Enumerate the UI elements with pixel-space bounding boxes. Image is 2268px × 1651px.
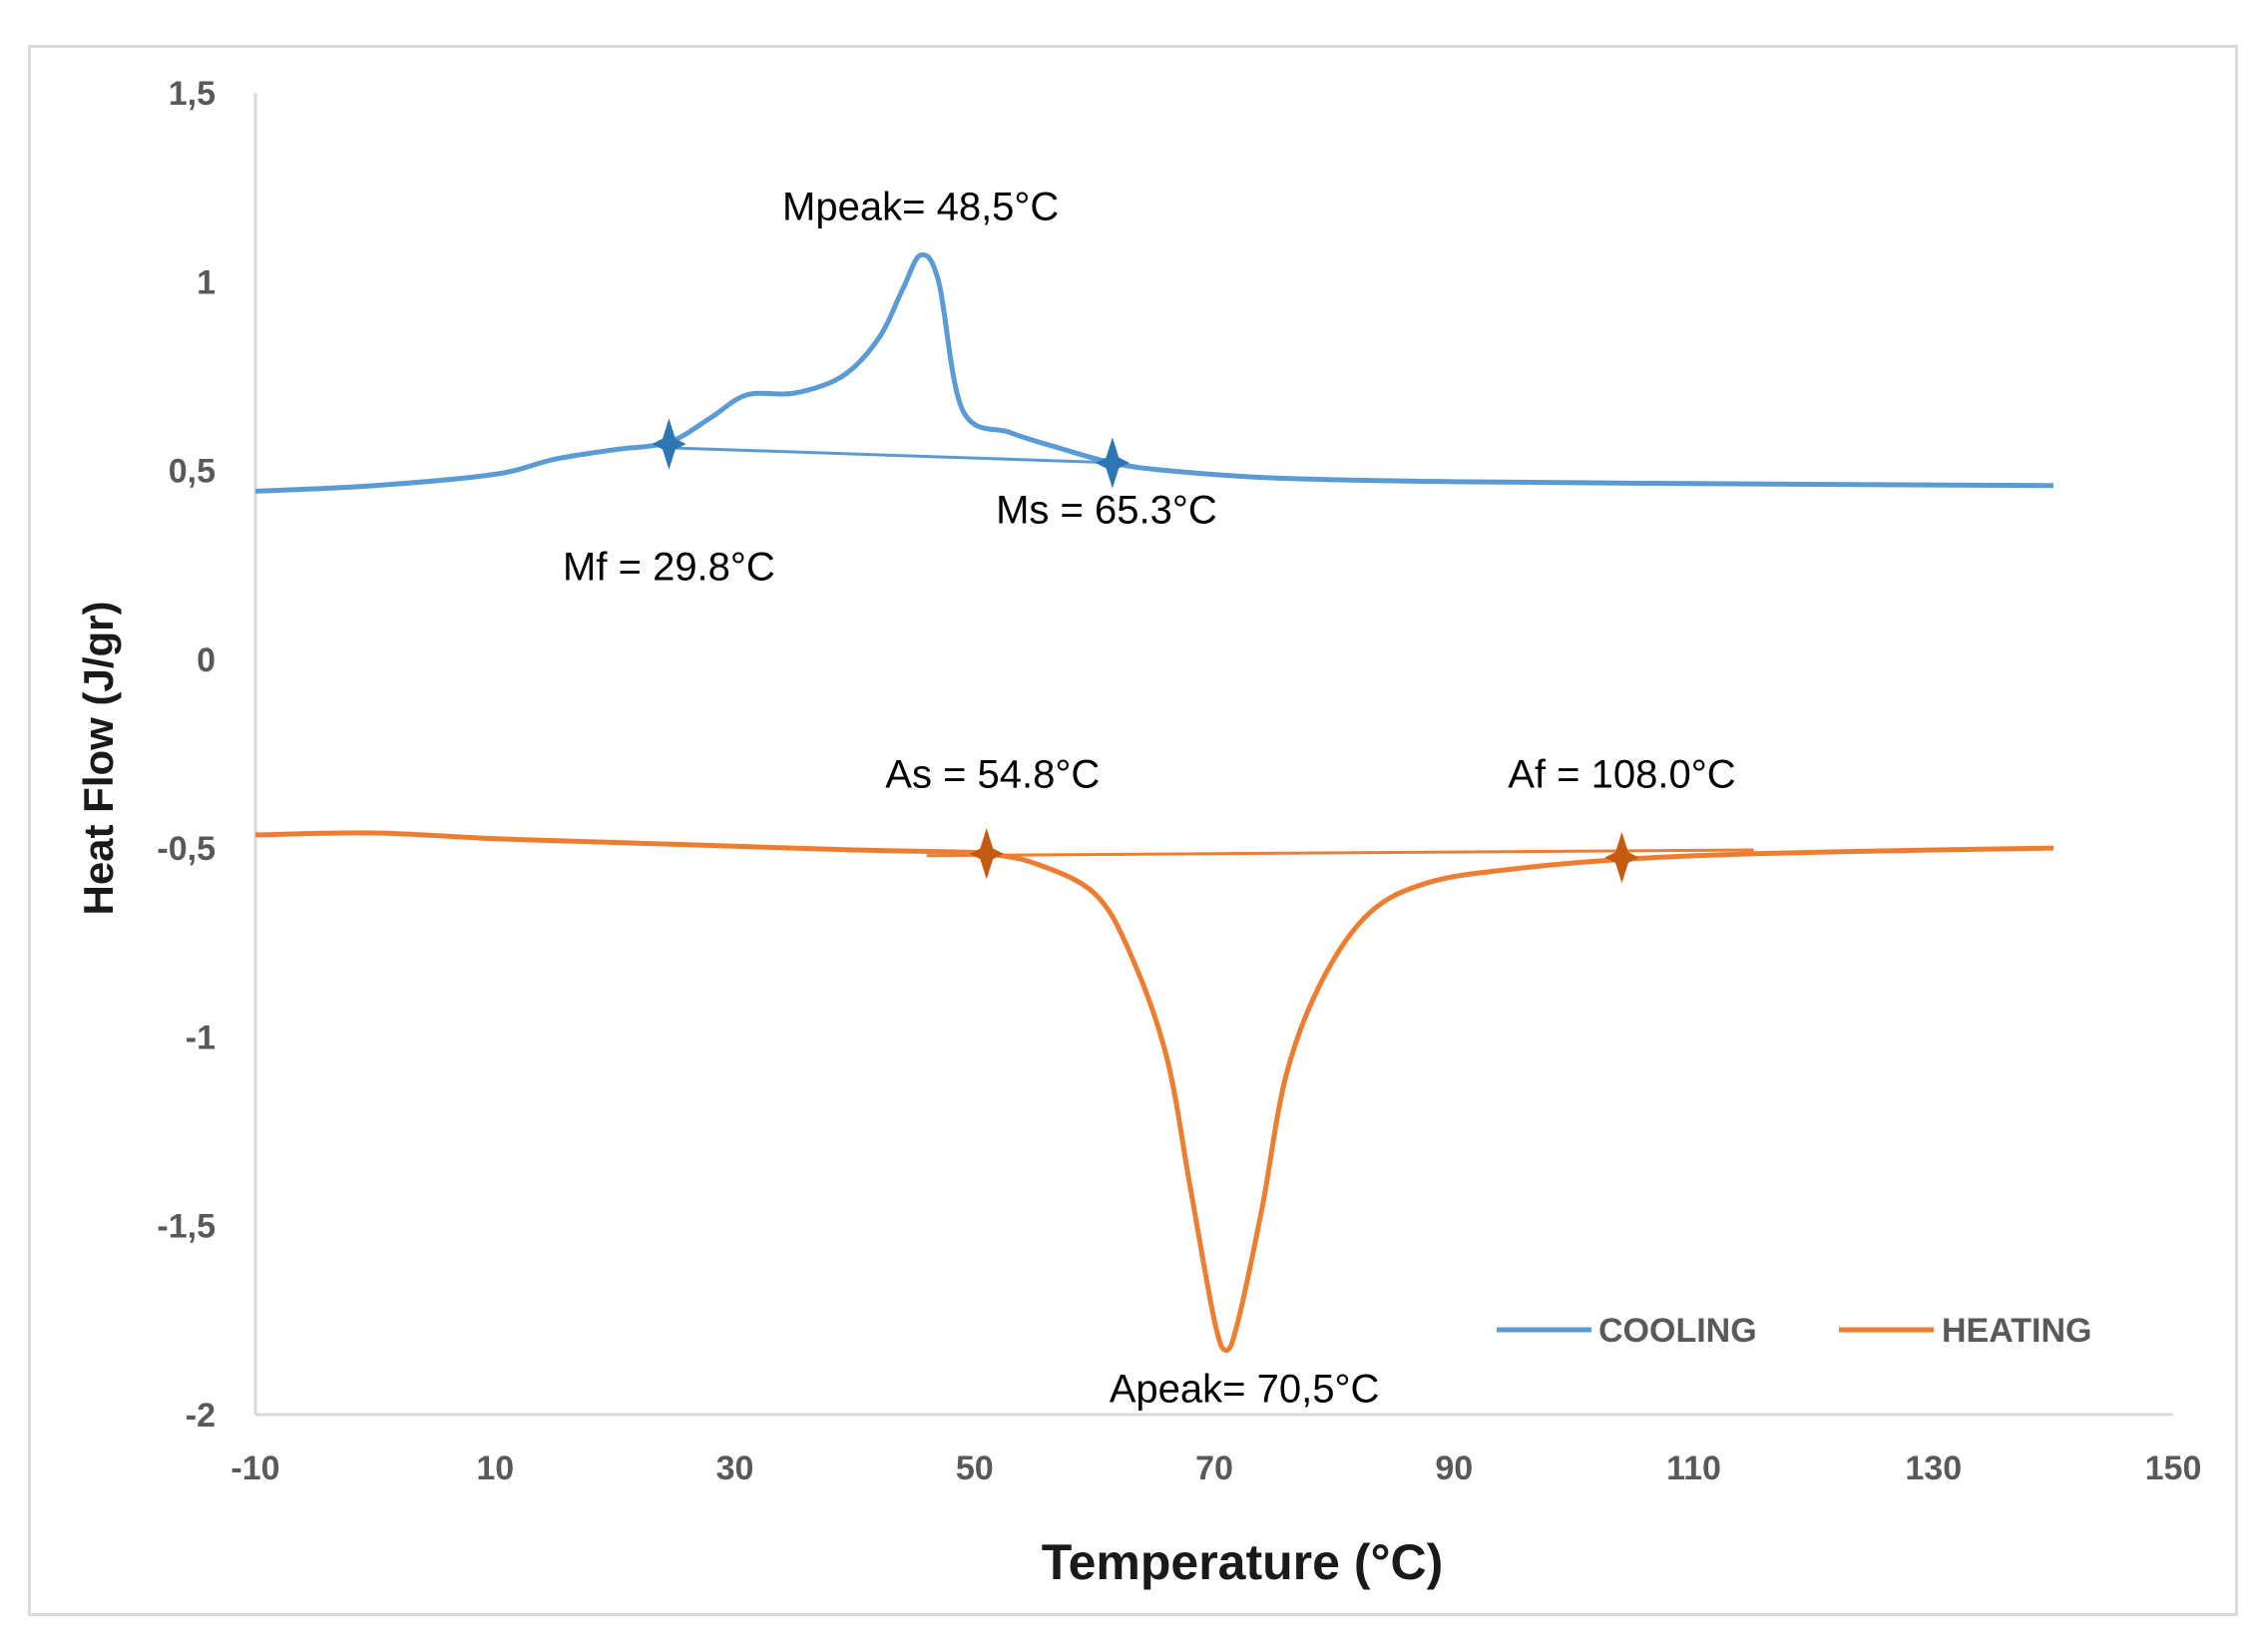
series-lines <box>254 252 2053 1354</box>
x-tick-label: 10 <box>476 1449 514 1487</box>
y-tick-label: 1 <box>197 263 216 301</box>
transition-markers: Mf = 29.8°C Ms = 65.3°C As = 54.8°C Af = 10… <box>563 418 1736 884</box>
transition-marker <box>1604 831 1639 884</box>
marker-label: Ms = 65.3°C <box>996 489 1217 533</box>
y-tick-label: 0 <box>197 641 216 679</box>
x-axis-title: Temperature (°C) <box>1042 1534 1443 1590</box>
marker-label: Mf = 29.8°C <box>563 545 775 589</box>
x-tick-label: 90 <box>1435 1449 1473 1487</box>
peak-annotation: Mpeak= 48,5°C <box>782 186 1059 229</box>
chart-frame <box>28 45 2238 1616</box>
y-tick-label: -2 <box>186 1397 216 1435</box>
legend: COOLING HEATING <box>1497 1312 2091 1350</box>
x-tick-label: 130 <box>1905 1449 1962 1487</box>
peak-annotation: Apeak= 70,5°C <box>1110 1368 1380 1412</box>
x-tick-label: 50 <box>956 1449 994 1487</box>
x-tick-label: 70 <box>1195 1449 1233 1487</box>
y-axis-title: Heat Flow (J/gr) <box>75 601 122 915</box>
annotations: Mpeak= 48,5°C Apeak= 70,5°C <box>782 186 1379 1412</box>
legend-label-cooling: COOLING <box>1598 1312 1757 1350</box>
marker-label: As = 54.8°C <box>885 753 1100 797</box>
y-axis-ticks: 1,5 1 0,5 0 -0,5 -1 -1,5 -2 <box>157 75 216 1435</box>
transition-marker <box>969 828 1004 880</box>
y-tick-label: -0,5 <box>157 830 216 868</box>
y-tick-label: 0,5 <box>169 453 216 491</box>
transition-marker <box>1095 437 1131 489</box>
series-line-cooling <box>254 252 2053 494</box>
x-tick-label: -10 <box>230 1449 279 1487</box>
y-tick-label: -1,5 <box>157 1208 216 1246</box>
legend-label-heating: HEATING <box>1942 1312 2091 1350</box>
marker-label: Af = 108.0°C <box>1508 753 1735 797</box>
x-tick-label: 110 <box>1666 1449 1721 1487</box>
y-tick-label: -1 <box>186 1019 216 1056</box>
baseline-cooling <box>669 446 1119 465</box>
series-line-heating <box>254 830 2053 1354</box>
x-tick-label: 30 <box>716 1449 754 1487</box>
y-tick-label: 1,5 <box>169 75 216 113</box>
transition-marker <box>652 418 686 470</box>
x-axis-ticks: -10 10 30 50 70 90 110 130 150 <box>230 1449 2201 1487</box>
x-tick-label: 150 <box>2145 1449 2202 1487</box>
